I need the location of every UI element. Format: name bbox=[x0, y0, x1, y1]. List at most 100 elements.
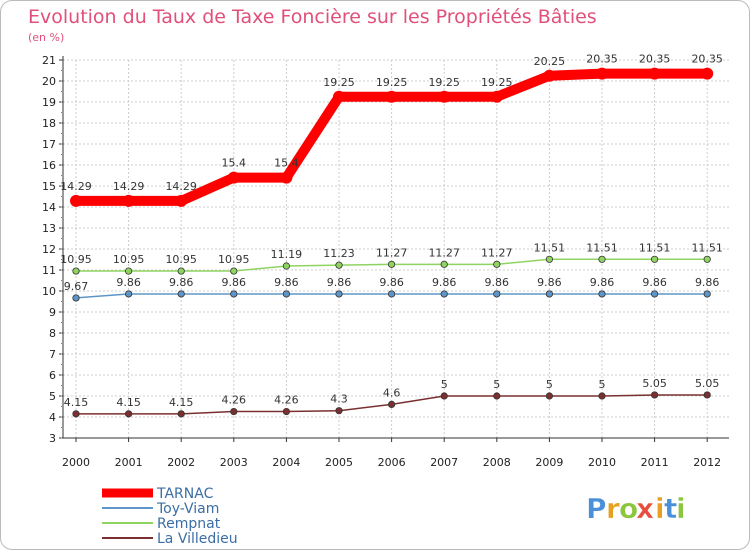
y-tick-label: 9 bbox=[49, 306, 56, 319]
data-point bbox=[703, 255, 711, 263]
series-la-villedieu: 4.15 4.15 4.15 4.26 4.26 4.3 4.6 5 5 5 5 5.05 5.05 bbox=[64, 377, 719, 418]
data-point bbox=[493, 392, 501, 400]
gridlines bbox=[63, 59, 729, 439]
data-point bbox=[280, 171, 293, 184]
series-tarnac: 14.29 14.29 14.29 15.4 15.4 19.25 19.25 19.25 19… bbox=[60, 53, 723, 207]
data-point bbox=[125, 410, 133, 418]
chart-subtitle: (en %) bbox=[28, 31, 64, 44]
y-tick-label: 16 bbox=[42, 159, 56, 172]
logo-letter: P bbox=[586, 492, 607, 525]
y-tick-label: 7 bbox=[49, 348, 56, 361]
data-point bbox=[598, 255, 606, 263]
data-label: 9.86 bbox=[642, 276, 667, 289]
x-tick-label: 2006 bbox=[378, 456, 406, 469]
y-tick-label: 19 bbox=[42, 96, 56, 109]
data-label: 15.4 bbox=[222, 157, 247, 170]
data-label: 14.29 bbox=[113, 180, 145, 193]
logo-letter: o bbox=[619, 492, 638, 525]
logo-letter: i bbox=[676, 492, 686, 525]
y-tick-label: 13 bbox=[42, 222, 56, 235]
data-point bbox=[545, 255, 554, 263]
data-point bbox=[72, 267, 80, 275]
data-label: 9.86 bbox=[327, 276, 352, 289]
data-label: 19.25 bbox=[428, 76, 460, 89]
data-point bbox=[440, 290, 448, 298]
data-label: 10.95 bbox=[165, 253, 197, 266]
data-label: 9.86 bbox=[432, 276, 457, 289]
data-point bbox=[598, 392, 606, 400]
data-point bbox=[701, 67, 714, 80]
data-point bbox=[335, 407, 343, 415]
y-tick-label: 15 bbox=[42, 180, 56, 193]
data-label: 14.29 bbox=[60, 180, 92, 193]
legend-label: Toy-Viam bbox=[156, 501, 219, 517]
data-point bbox=[650, 255, 659, 263]
data-label: 9.86 bbox=[274, 276, 299, 289]
data-point bbox=[177, 290, 185, 298]
data-label: 9.86 bbox=[169, 276, 194, 289]
data-point bbox=[387, 290, 396, 298]
data-point bbox=[543, 69, 556, 82]
data-label: 5.05 bbox=[642, 377, 667, 390]
data-point bbox=[175, 194, 188, 207]
data-point bbox=[598, 290, 606, 298]
data-label: 11.27 bbox=[376, 246, 408, 259]
logo-letter: r bbox=[606, 492, 620, 525]
data-point bbox=[385, 90, 398, 103]
data-point bbox=[72, 294, 80, 302]
data-point bbox=[282, 290, 290, 298]
data-point bbox=[493, 260, 501, 268]
data-label: 11.23 bbox=[323, 247, 355, 260]
data-label: 19.25 bbox=[376, 76, 408, 89]
data-label: 9.86 bbox=[222, 276, 247, 289]
y-tick-label: 10 bbox=[42, 285, 56, 298]
data-point bbox=[125, 267, 133, 275]
data-label: 10.95 bbox=[218, 253, 250, 266]
data-point bbox=[650, 290, 659, 298]
data-label: 5 bbox=[599, 378, 606, 391]
data-point bbox=[125, 290, 133, 298]
data-label: 9.86 bbox=[695, 276, 720, 289]
series-toy-viam: 9.67 9.86 9.86 9.86 9.86 9.86 9.86 9.86 9.86 9.86… bbox=[64, 276, 720, 302]
data-label: 4.6 bbox=[383, 386, 401, 399]
legend-label: Rempnat bbox=[157, 516, 221, 532]
data-label: 11.19 bbox=[271, 248, 303, 261]
data-label: 11.51 bbox=[639, 241, 671, 254]
y-tick-label: 11 bbox=[42, 264, 56, 277]
axes: 3 4 5 6 7 8 9 10 11 12 13 14 15 16 17 18 19 20 21 2000 2001 2… bbox=[42, 54, 729, 469]
data-point bbox=[230, 290, 238, 298]
x-tick-label: 2011 bbox=[641, 456, 669, 469]
logo-letter: x bbox=[636, 492, 654, 525]
data-point bbox=[333, 90, 345, 103]
data-point bbox=[335, 261, 343, 269]
data-label: 10.95 bbox=[113, 253, 145, 266]
data-label: 9.67 bbox=[64, 280, 89, 293]
data-label: 15.4 bbox=[274, 157, 299, 170]
y-tick-label: 3 bbox=[49, 432, 56, 445]
logo-letter: i bbox=[655, 492, 665, 525]
data-point bbox=[440, 260, 448, 268]
data-label: 11.27 bbox=[481, 246, 513, 259]
data-label: 4.15 bbox=[64, 396, 89, 409]
data-point bbox=[335, 290, 343, 298]
data-label: 20.35 bbox=[691, 53, 723, 66]
y-tick-label: 18 bbox=[42, 117, 56, 130]
series-rempnat: 10.95 10.95 10.95 10.95 11.19 11.23 11.27 11.27… bbox=[60, 241, 723, 275]
data-point bbox=[227, 171, 240, 184]
data-label: 4.26 bbox=[274, 394, 299, 407]
y-tick-label: 12 bbox=[42, 243, 56, 256]
x-tick-label: 2000 bbox=[62, 456, 90, 469]
data-point bbox=[282, 262, 290, 270]
data-label: 11.51 bbox=[691, 241, 723, 254]
data-label: 20.35 bbox=[586, 53, 618, 66]
data-label: 9.86 bbox=[379, 276, 404, 289]
data-point bbox=[177, 410, 185, 418]
data-point bbox=[648, 67, 661, 80]
x-tick-label: 2012 bbox=[693, 456, 721, 469]
data-label: 4.15 bbox=[169, 396, 194, 409]
y-tick-label: 14 bbox=[42, 201, 56, 214]
data-label: 10.95 bbox=[60, 253, 92, 266]
data-label: 20.25 bbox=[534, 55, 566, 68]
x-tick-label: 2001 bbox=[115, 456, 143, 469]
